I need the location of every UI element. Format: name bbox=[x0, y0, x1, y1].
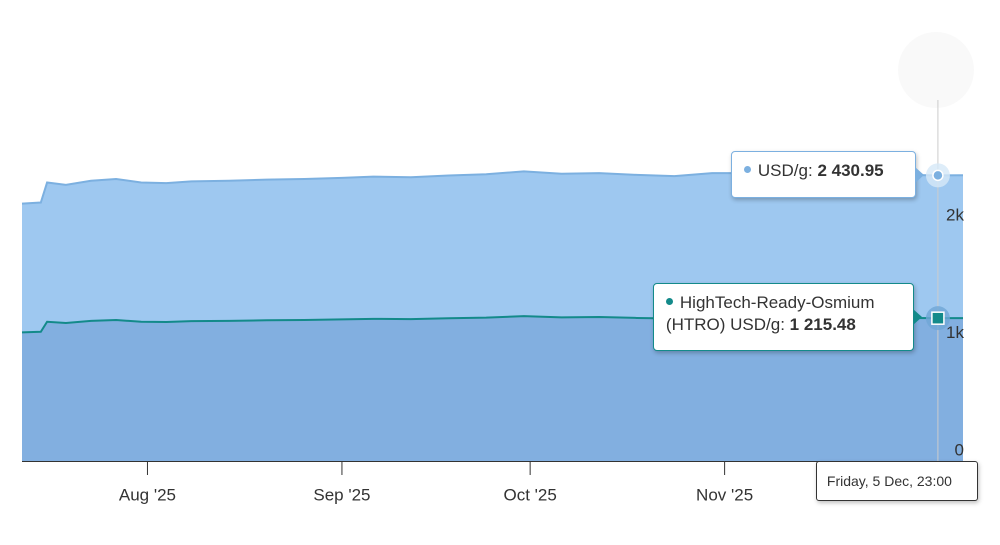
hover-marker bbox=[932, 169, 944, 182]
tooltip-value: 2 430.95 bbox=[817, 161, 884, 181]
y-tick-label: 0 bbox=[955, 440, 964, 459]
menu-button bbox=[898, 32, 974, 108]
legend-dot bbox=[743, 166, 751, 174]
tooltip-value: 1 215.48 bbox=[789, 315, 856, 335]
series-name: USD/g bbox=[758, 161, 813, 180]
x-tick-label: Nov '25 bbox=[696, 485, 753, 504]
x-tick-label: Oct '25 bbox=[503, 485, 556, 504]
y-tick-label: 2k bbox=[946, 205, 964, 224]
tooltip: HighTech-Ready-Osmium (HTRO) USD/g 1 215… bbox=[652, 283, 922, 352]
hover-marker bbox=[931, 311, 945, 325]
date-tooltip: Friday, 5 Dec, 23:00 bbox=[815, 461, 978, 501]
x-tick-label: Aug '25 bbox=[119, 485, 176, 504]
legend-dot bbox=[665, 298, 673, 306]
tooltip: USD/g 2 430.95 bbox=[730, 151, 924, 199]
area-fill bbox=[22, 316, 963, 461]
x-tick-label: Sep '25 bbox=[313, 485, 370, 504]
y-tick-label: 1k bbox=[946, 323, 964, 342]
